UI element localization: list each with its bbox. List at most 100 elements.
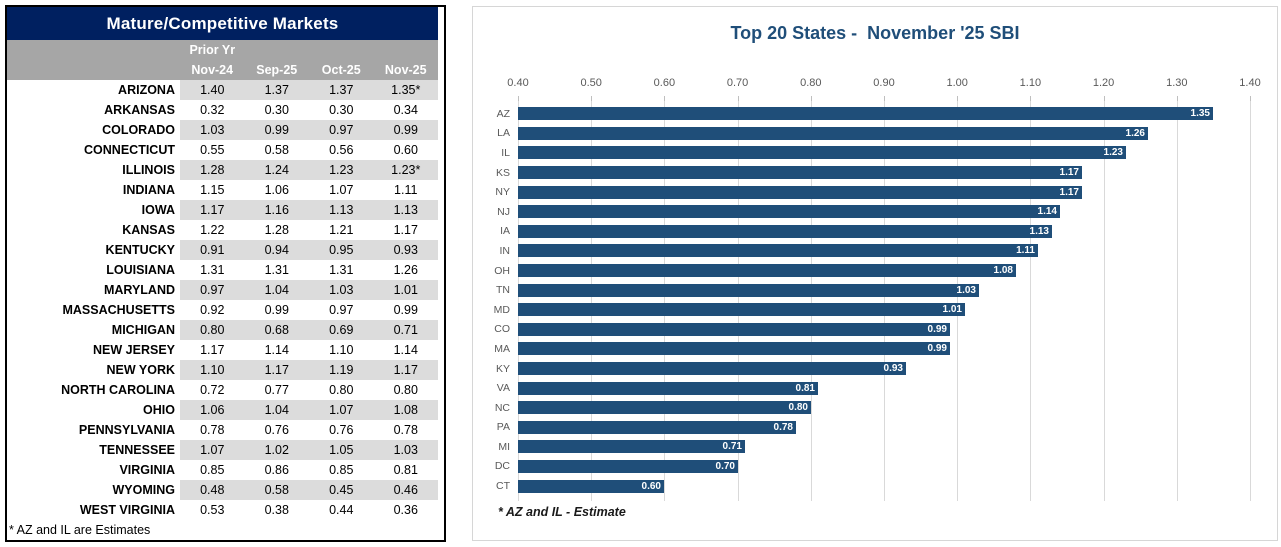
table-row: ARIZONA 1.40 1.37 1.37 1.35* xyxy=(7,80,438,100)
value-cell: 0.53 xyxy=(200,503,225,517)
bar: 1.08 xyxy=(518,264,1016,278)
header-group-label: Prior Yr xyxy=(189,43,236,57)
value-cell: 0.99 xyxy=(264,303,289,317)
value-cell: 1.21 xyxy=(329,223,354,237)
axis-tick-mark xyxy=(1176,96,1178,101)
y-axis-label: PA xyxy=(496,421,510,434)
axis-tick-mark xyxy=(1103,96,1105,101)
value-cell: 0.85 xyxy=(329,463,354,477)
state-name: MICHIGAN xyxy=(111,323,175,337)
bar-value-label: 1.11 xyxy=(1016,245,1035,257)
bar-track: 0.60 xyxy=(518,479,1250,493)
value-cell: 1.03 xyxy=(373,440,438,460)
bar-row: NJ 1.14 xyxy=(473,202,1250,222)
value-cell: 0.30 xyxy=(264,103,289,117)
axis-tick-mark xyxy=(664,96,666,101)
value-cell: 0.80 xyxy=(180,320,245,340)
bar-row: CO 0.99 xyxy=(473,320,1250,340)
state-name: TENNESSEE xyxy=(99,443,175,457)
axis-tick-mark xyxy=(884,96,885,101)
value-cell: 1.14 xyxy=(393,343,418,357)
bar-value-label: 0.93 xyxy=(883,363,903,375)
value-cell: 1.16 xyxy=(244,200,309,220)
value-cell: 0.78 xyxy=(393,423,418,437)
y-axis-label: IN xyxy=(499,244,511,257)
table-row: ILLINOIS 1.28 1.24 1.23 1.23* xyxy=(7,160,438,180)
table-row: NORTH CAROLINA 0.72 0.77 0.80 0.80 xyxy=(7,380,438,400)
x-axis-label: 1.20 xyxy=(1092,77,1115,89)
bar-track: 0.78 xyxy=(518,420,1250,434)
y-axis-label: MA xyxy=(494,342,510,355)
value-cell: 1.06 xyxy=(264,183,289,197)
y-axis-label: AZ xyxy=(496,107,510,120)
y-axis-label: OH xyxy=(494,264,510,277)
value-cell: 0.34 xyxy=(393,103,418,117)
column-header: Nov-24 xyxy=(191,63,234,77)
bar-value-label: 1.03 xyxy=(956,284,976,296)
bar: 1.01 xyxy=(518,303,965,317)
bar-value-label: 0.81 xyxy=(795,382,815,394)
gridline xyxy=(737,101,739,501)
gridline xyxy=(1250,101,1251,501)
y-axis-label: KY xyxy=(495,362,510,375)
state-name: ARKANSAS xyxy=(104,103,175,117)
value-cell: 1.26 xyxy=(393,263,418,277)
value-cell: 1.01 xyxy=(373,280,438,300)
value-cell: 0.92 xyxy=(200,303,225,317)
bar-track: 1.23 xyxy=(518,146,1250,160)
state-name: PENNSYLVANIA xyxy=(78,423,175,437)
value-cell: 0.72 xyxy=(200,383,225,397)
gridline xyxy=(1176,101,1178,501)
top20-states-chart-panel: Top 20 States - November '25 SBI 0.40 0.5… xyxy=(472,6,1278,541)
bar: 0.70 xyxy=(518,459,738,473)
table-header-columns-row: Nov-24 Sep-25 Oct-25 Nov-25 xyxy=(7,60,438,80)
bar-row: OH 1.08 xyxy=(473,261,1250,281)
bar-row: MI 0.71 xyxy=(473,437,1250,457)
bar-value-label: 1.17 xyxy=(1059,167,1079,179)
bar: 1.13 xyxy=(518,224,1052,238)
mature-markets-table-panel: Mature/Competitive Markets Prior Yr Nov-… xyxy=(5,5,446,542)
gridline xyxy=(518,101,519,501)
value-cell: 0.58 xyxy=(264,143,289,157)
bar: 0.60 xyxy=(518,479,664,493)
state-name: WEST VIRGINIA xyxy=(79,503,175,517)
state-name: IOWA xyxy=(141,203,175,217)
value-cell: 1.31 xyxy=(200,263,225,277)
value-cell: 0.32 xyxy=(200,103,225,117)
value-cell: 0.45 xyxy=(309,480,374,500)
value-cell: 1.03 xyxy=(309,280,374,300)
bar-row: PA 0.78 xyxy=(473,418,1250,438)
table-row: CONNECTICUT 0.55 0.58 0.56 0.60 xyxy=(7,140,438,160)
value-cell: 1.03 xyxy=(180,120,245,140)
value-cell: 1.08 xyxy=(373,400,438,420)
value-cell: 1.37 xyxy=(244,80,309,100)
axis-tick-mark xyxy=(810,96,812,101)
bar-row: IL 1.23 xyxy=(473,143,1250,163)
bar-value-label: 1.17 xyxy=(1059,186,1079,198)
axis-tick-mark xyxy=(1250,96,1251,101)
bar-track: 1.26 xyxy=(518,126,1250,140)
axis-tick-mark xyxy=(957,96,959,101)
bar-plot-area: AZ 1.35 LA 1.26 IL 1.23 KS 1.17 NY 1.17 NJ 1.14 IA 1.… xyxy=(473,104,1250,496)
bar-track: 0.93 xyxy=(518,362,1250,376)
value-cell: 1.31 xyxy=(329,263,354,277)
value-cell: 0.68 xyxy=(244,320,309,340)
value-cell: 0.80 xyxy=(329,383,354,397)
gridline xyxy=(810,101,812,501)
bar: 1.23 xyxy=(518,146,1126,160)
state-name: ILLINOIS xyxy=(122,163,175,177)
value-cell: 1.28 xyxy=(180,160,245,180)
y-axis-label: MD xyxy=(493,303,510,316)
bar-value-label: 1.35 xyxy=(1190,108,1210,120)
bar-row: AZ 1.35 xyxy=(473,104,1250,124)
value-cell: 0.78 xyxy=(200,423,225,437)
bar: 1.14 xyxy=(518,205,1060,219)
bar-track: 0.70 xyxy=(518,459,1250,473)
bar-value-label: 0.71 xyxy=(722,441,742,453)
value-cell: 1.15 xyxy=(200,183,225,197)
axis-tick-mark xyxy=(1030,96,1032,101)
table-row: IOWA 1.17 1.16 1.13 1.13 xyxy=(7,200,438,220)
bar: 0.93 xyxy=(518,362,906,376)
bar-value-label: 1.08 xyxy=(993,265,1013,277)
table-row: KANSAS 1.22 1.28 1.21 1.17 xyxy=(7,220,438,240)
